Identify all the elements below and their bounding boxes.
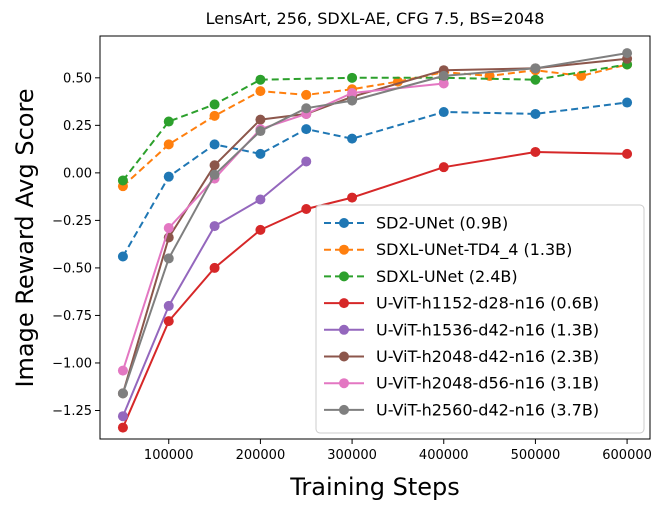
data-point <box>209 139 220 150</box>
data-point <box>255 148 266 159</box>
series-layer <box>117 48 633 433</box>
legend-box <box>315 204 645 434</box>
data-point <box>438 78 449 89</box>
data-point <box>255 74 266 85</box>
data-point <box>530 74 541 85</box>
legend-marker-7 <box>339 404 349 415</box>
data-point <box>163 300 174 311</box>
data-point <box>301 156 312 167</box>
data-point <box>530 108 541 119</box>
data-point <box>347 88 358 99</box>
x-tick-label: 400000 <box>419 448 469 463</box>
legend-marker-2 <box>339 271 349 282</box>
data-point <box>530 146 541 157</box>
y-tick-label: 0.00 <box>63 166 92 181</box>
x-tick-label: 600000 <box>602 448 652 463</box>
y-tick-label: −1.25 <box>52 404 92 419</box>
data-point <box>163 253 174 264</box>
legend-label-6: U-ViT-h2048-d56-n16 (3.1B) <box>376 374 599 393</box>
series-line-2 <box>122 63 628 182</box>
data-point <box>163 139 174 150</box>
data-point <box>255 224 266 235</box>
data-point <box>347 72 358 83</box>
y-axis-ticks: −1.25 −1.00 −0.75 −0.50 −0.25 0.00 0.25 0.50 <box>52 71 100 419</box>
legend-marker-4 <box>339 324 349 335</box>
data-point <box>209 169 220 180</box>
data-point <box>209 262 220 273</box>
data-point <box>117 251 128 262</box>
data-point <box>301 103 312 114</box>
data-point <box>209 160 220 171</box>
legend-label-0: SD2-UNet (0.9B) <box>376 214 508 233</box>
legend-label-5: U-ViT-h2048-d42-n16 (2.3B) <box>376 347 599 366</box>
legend-label-4: U-ViT-h1536-d42-n16 (1.3B) <box>376 320 599 339</box>
data-point <box>209 99 220 110</box>
y-tick-label: −0.50 <box>52 261 92 276</box>
data-point <box>117 365 128 376</box>
data-point <box>255 86 266 97</box>
x-axis-ticks: 100000 200000 300000 400000 500000 600000 <box>144 439 652 463</box>
legend-marker-0 <box>339 218 349 228</box>
data-point <box>301 89 312 100</box>
legend-marker-5 <box>339 351 349 362</box>
data-point <box>117 388 128 399</box>
data-point <box>530 63 541 74</box>
data-point <box>255 114 266 125</box>
legend-marker-6 <box>339 378 349 389</box>
data-point <box>622 148 633 159</box>
data-point <box>301 203 312 214</box>
data-point <box>163 316 174 327</box>
data-point <box>438 162 449 173</box>
y-tick-label: 0.50 <box>63 71 92 86</box>
y-tick-label: 0.25 <box>63 119 92 134</box>
legend-marker-1 <box>339 244 349 255</box>
data-point <box>163 171 174 182</box>
data-point <box>347 95 358 106</box>
y-tick-label: −0.25 <box>52 214 92 229</box>
data-point <box>255 194 266 205</box>
x-tick-label: 200000 <box>236 448 286 463</box>
data-point <box>163 116 174 127</box>
series-line-1 <box>122 63 628 187</box>
legend-marker-3 <box>339 298 349 309</box>
x-tick-label: 300000 <box>327 448 377 463</box>
data-point <box>438 70 449 81</box>
data-point <box>117 422 128 433</box>
data-point <box>117 411 128 422</box>
data-point <box>209 110 220 121</box>
plot-frame <box>99 35 651 440</box>
legend: SD2-UNet (0.9B) SDXL-UNet-TD4_4 (1.3B) SDX… <box>315 204 645 434</box>
y-axis-label: Image Reward Avg Score <box>11 88 39 387</box>
data-point <box>347 133 358 144</box>
legend-label-1: SDXL-UNet-TD4_4 (1.3B) <box>376 240 572 260</box>
chart-title: LensArt, 256, SDXL-AE, CFG 7.5, BS=2048 <box>206 9 545 28</box>
legend-label-7: U-ViT-h2560-d42-n16 (3.7B) <box>376 400 599 419</box>
data-point <box>117 175 128 186</box>
data-point <box>255 126 266 137</box>
legend-label-2: SDXL-UNet (2.4B) <box>376 267 518 286</box>
data-point <box>301 124 312 135</box>
data-point <box>347 192 358 203</box>
data-point <box>576 70 587 81</box>
y-tick-label: −1.00 <box>52 356 92 371</box>
legend-label-3: U-ViT-h1152-d28-n16 (0.6B) <box>376 294 599 313</box>
x-tick-label: 500000 <box>511 448 561 463</box>
data-point <box>163 222 174 233</box>
x-tick-label: 100000 <box>144 448 194 463</box>
data-point <box>622 97 633 108</box>
y-tick-label: −0.75 <box>52 309 92 324</box>
data-point <box>209 221 220 232</box>
x-axis-label: Training Steps <box>289 473 459 501</box>
data-point <box>438 107 449 118</box>
data-point <box>622 48 633 59</box>
